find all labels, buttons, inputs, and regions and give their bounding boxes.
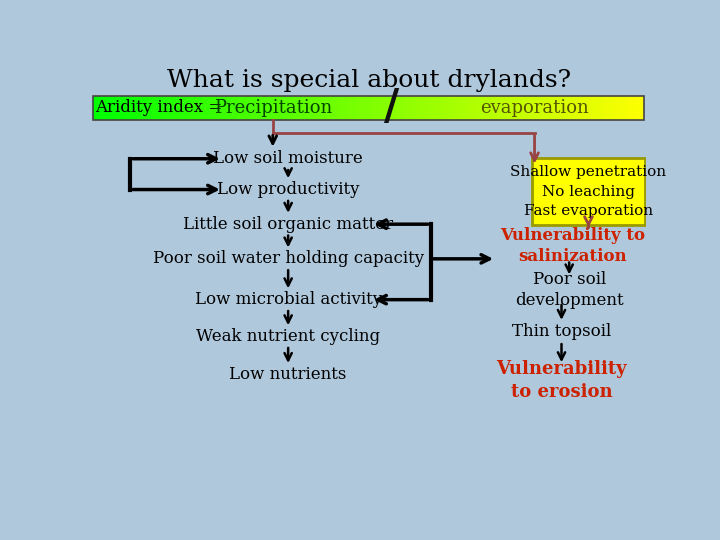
Text: Low productivity: Low productivity [217,181,359,198]
Text: evaporation: evaporation [480,99,589,117]
Text: Shallow penetration
No leaching
Fast evaporation: Shallow penetration No leaching Fast eva… [510,165,667,218]
Text: Vulnerability
to erosion: Vulnerability to erosion [496,360,627,401]
Text: Low microbial activity: Low microbial activity [194,291,382,308]
Text: Aridity index =: Aridity index = [95,99,228,117]
Text: Low soil moisture: Low soil moisture [213,150,363,167]
Text: Little soil organic matter: Little soil organic matter [183,215,393,233]
Text: Precipitation: Precipitation [214,99,332,117]
Text: /: / [384,86,400,128]
FancyBboxPatch shape [532,158,645,225]
Text: Weak nutrient cycling: Weak nutrient cycling [196,328,380,345]
Text: Vulnerability to
salinization: Vulnerability to salinization [500,227,646,265]
Bar [94,96,644,120]
Text: Poor soil
development: Poor soil development [515,271,624,308]
Text: Poor soil water holding capacity: Poor soil water holding capacity [153,251,423,267]
Text: What is special about drylands?: What is special about drylands? [167,69,571,92]
Text: Thin topsoil: Thin topsoil [512,323,611,341]
Text: Low nutrients: Low nutrients [230,366,347,383]
